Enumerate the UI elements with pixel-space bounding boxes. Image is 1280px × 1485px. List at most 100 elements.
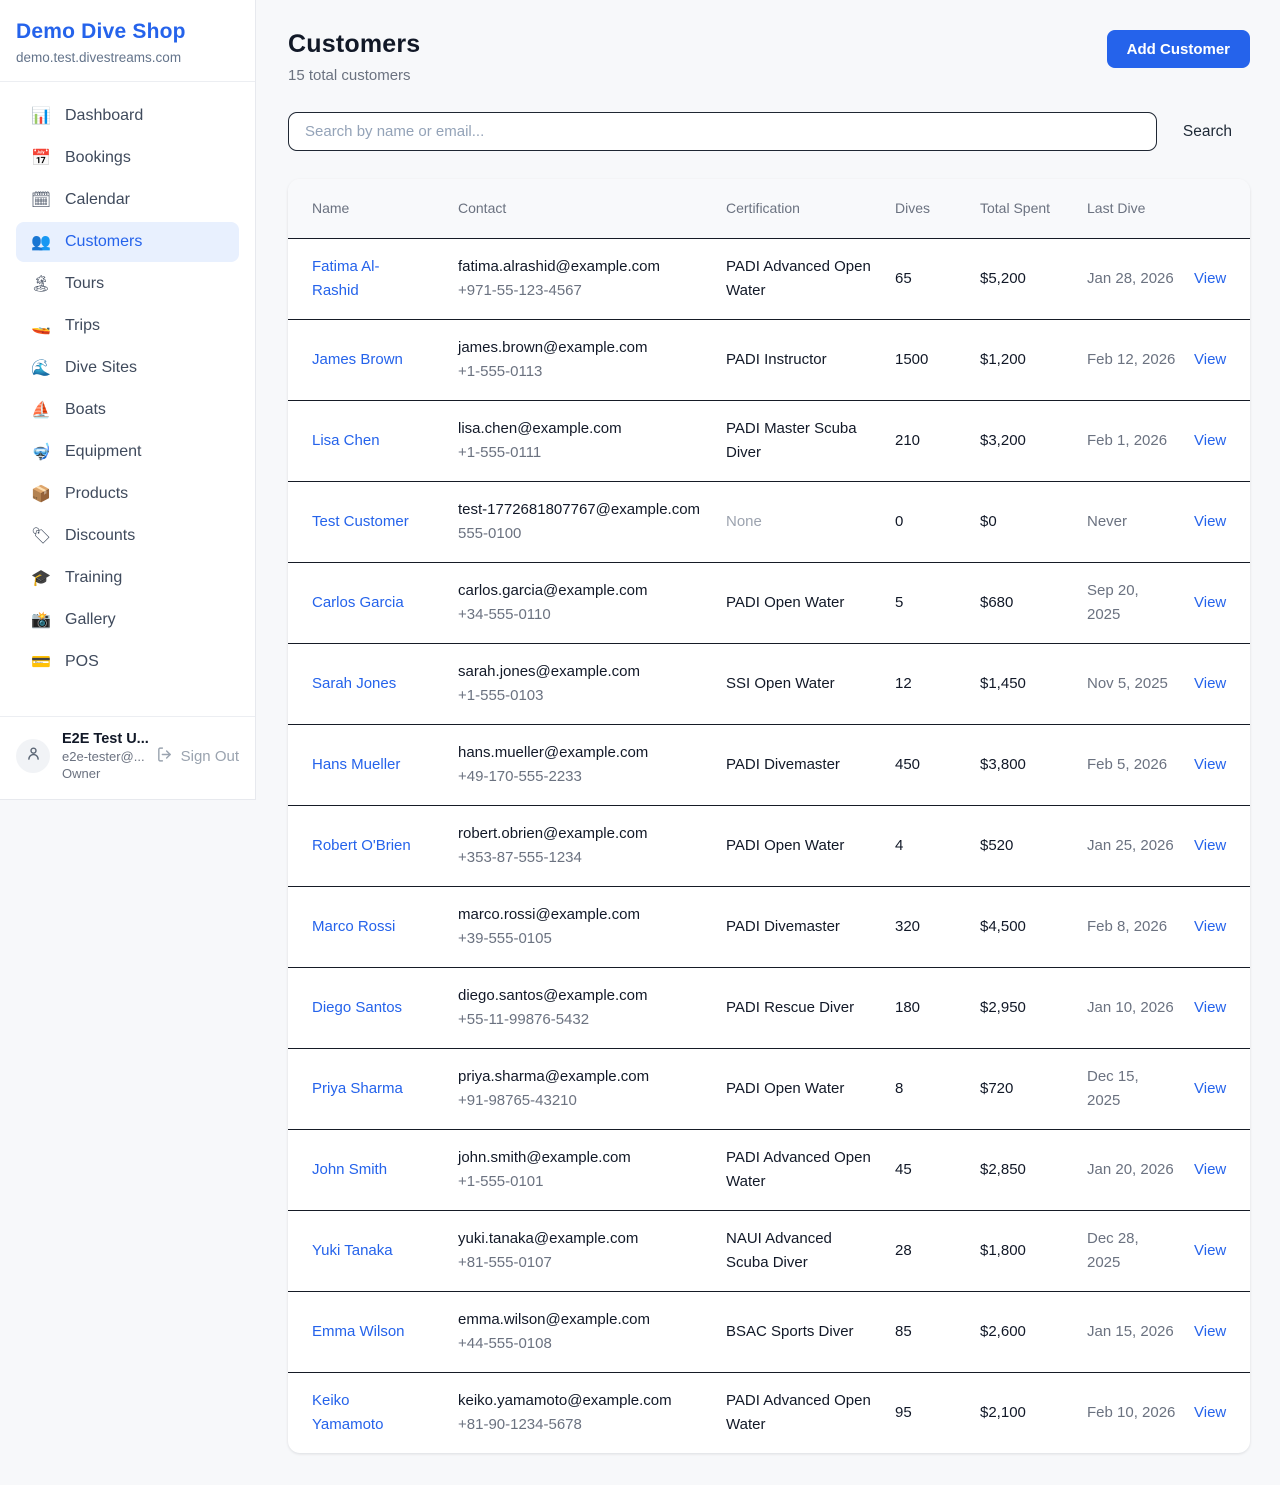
view-link[interactable]: View	[1194, 756, 1227, 773]
sidebar-item-training[interactable]: 🎓 Training	[16, 558, 239, 598]
customer-name-link[interactable]: John Smith	[312, 1161, 388, 1178]
main-content: Customers 15 total customers Add Custome…	[256, 0, 1280, 1453]
products-icon: 📦	[31, 486, 51, 503]
search-button[interactable]: Search	[1182, 122, 1232, 140]
dives-cell: 0	[895, 513, 904, 530]
sidebar-item-calendar[interactable]: 🗓 Calendar	[16, 180, 239, 220]
view-link[interactable]: View	[1194, 999, 1227, 1016]
table-row: Sarah Jones sarah.jones@example.com +1-5…	[288, 644, 1250, 725]
view-link[interactable]: View	[1194, 1323, 1227, 1340]
boats-label: Boats	[65, 401, 106, 418]
view-link[interactable]: View	[1194, 270, 1227, 287]
customer-phone: +91-98765-43210	[458, 1092, 577, 1109]
customer-name-link[interactable]: Sarah Jones	[312, 675, 397, 692]
certification-cell: PADI Advanced Open Water	[726, 1392, 871, 1433]
customer-phone: 555-0100	[458, 525, 522, 542]
avatar	[16, 739, 50, 773]
view-link[interactable]: View	[1194, 594, 1227, 611]
certification-cell: PADI Advanced Open Water	[726, 258, 871, 299]
sidebar-item-bookings[interactable]: 📅 Bookings	[16, 138, 239, 178]
customer-phone: +353-87-555-1234	[458, 849, 582, 866]
sidebar-item-dive-sites[interactable]: 🌊 Dive Sites	[16, 348, 239, 388]
view-link[interactable]: View	[1194, 1080, 1227, 1097]
total-spent-cell: $1,450	[980, 675, 1026, 692]
customer-name-link[interactable]: Fatima Al-Rashid	[312, 258, 380, 299]
table-row: Lisa Chen lisa.chen@example.com +1-555-0…	[288, 401, 1250, 482]
contact-cell: diego.santos@example.com +55-11-99876-54…	[458, 968, 726, 1048]
dives-cell: 65	[895, 270, 912, 287]
sign-out-button[interactable]: Sign Out	[156, 746, 239, 767]
customer-email: fatima.alrashid@example.com	[458, 258, 660, 275]
customer-phone: +39-555-0105	[458, 930, 552, 947]
view-link[interactable]: View	[1194, 1242, 1227, 1259]
gallery-label: Gallery	[65, 611, 116, 628]
dashboard-icon: 📊	[31, 108, 51, 125]
customer-phone: +81-555-0107	[458, 1254, 552, 1271]
table-row: Yuki Tanaka yuki.tanaka@example.com +81-…	[288, 1211, 1250, 1292]
dives-cell: 45	[895, 1161, 912, 1178]
table-row: Carlos Garcia carlos.garcia@example.com …	[288, 563, 1250, 644]
customer-name-link[interactable]: Priya Sharma	[312, 1080, 403, 1097]
sidebar-item-discounts[interactable]: 🏷 Discounts	[16, 516, 239, 556]
customer-name-link[interactable]: Keiko Yamamoto	[312, 1392, 384, 1433]
certification-cell: PADI Advanced Open Water	[726, 1149, 871, 1190]
add-customer-button[interactable]: Add Customer	[1106, 30, 1250, 68]
contact-cell: test-1772681807767@example.com 555-0100	[458, 482, 726, 562]
contact-cell: fatima.alrashid@example.com +971-55-123-…	[458, 239, 726, 319]
customer-name-link[interactable]: Diego Santos	[312, 999, 403, 1016]
sidebar-item-boats[interactable]: ⛵ Boats	[16, 390, 239, 430]
customer-phone: +55-11-99876-5432	[458, 1011, 590, 1028]
customer-email: hans.mueller@example.com	[458, 744, 649, 761]
table-row: James Brown james.brown@example.com +1-5…	[288, 320, 1250, 401]
last-dive-cell: Feb 5, 2026	[1087, 756, 1168, 773]
customer-name-link[interactable]: Yuki Tanaka	[312, 1242, 393, 1259]
customer-name-link[interactable]: Emma Wilson	[312, 1323, 405, 1340]
customer-name-link[interactable]: Hans Mueller	[312, 756, 401, 773]
sidebar-item-gallery[interactable]: 📸 Gallery	[16, 600, 239, 640]
sidebar-item-dashboard[interactable]: 📊 Dashboard	[16, 96, 239, 136]
customer-name-link[interactable]: James Brown	[312, 351, 403, 368]
customer-name-link[interactable]: Test Customer	[312, 513, 409, 530]
dives-cell: 28	[895, 1242, 912, 1259]
table-row: Emma Wilson emma.wilson@example.com +44-…	[288, 1292, 1250, 1373]
view-link[interactable]: View	[1194, 837, 1227, 854]
search-input[interactable]	[288, 112, 1157, 151]
dive-sites-icon: 🌊	[31, 360, 51, 377]
user-email: e2e-tester@...	[62, 749, 145, 764]
calendar-icon: 🗓	[30, 192, 52, 209]
sidebar-item-trips[interactable]: 🚤 Trips	[16, 306, 239, 346]
customer-phone: +1-555-0111	[458, 444, 542, 461]
dives-cell: 180	[895, 999, 921, 1016]
total-spent-cell: $520	[980, 837, 1014, 854]
sidebar-item-tours[interactable]: 🏝 Tours	[16, 264, 239, 304]
view-link[interactable]: View	[1194, 432, 1227, 449]
contact-cell: lisa.chen@example.com +1-555-0111	[458, 401, 726, 481]
contact-cell: yuki.tanaka@example.com +81-555-0107	[458, 1211, 726, 1291]
view-link[interactable]: View	[1194, 351, 1227, 368]
customer-name-link[interactable]: Marco Rossi	[312, 918, 396, 935]
view-link[interactable]: View	[1194, 1161, 1227, 1178]
column-header-certification: Certification	[726, 200, 800, 216]
sidebar-item-customers[interactable]: 👥 Customers	[16, 222, 239, 262]
view-link[interactable]: View	[1194, 513, 1227, 530]
last-dive-cell: Jan 20, 2026	[1087, 1161, 1174, 1178]
customer-email: test-1772681807767@example.com	[458, 501, 701, 518]
view-link[interactable]: View	[1194, 675, 1227, 692]
sidebar-item-pos[interactable]: 💳 POS	[16, 642, 239, 682]
sidebar-item-products[interactable]: 📦 Products	[16, 474, 239, 514]
customer-name-link[interactable]: Lisa Chen	[312, 432, 380, 449]
customer-name-link[interactable]: Carlos Garcia	[312, 594, 404, 611]
last-dive-cell: Jan 25, 2026	[1087, 837, 1174, 854]
customer-name-link[interactable]: Robert O'Brien	[312, 837, 411, 854]
view-link[interactable]: View	[1194, 1404, 1227, 1421]
table-header-row: Name Contact Certification Dives Total S…	[288, 179, 1250, 239]
certification-cell: None	[726, 513, 762, 530]
table-row: Fatima Al-Rashid fatima.alrashid@example…	[288, 239, 1250, 320]
column-header-actions	[1194, 201, 1250, 217]
dives-cell: 5	[895, 594, 904, 611]
view-link[interactable]: View	[1194, 918, 1227, 935]
total-spent-cell: $4,500	[980, 918, 1026, 935]
equipment-icon: 🤿	[31, 444, 51, 461]
contact-cell: john.smith@example.com +1-555-0101	[458, 1130, 726, 1210]
sidebar-item-equipment[interactable]: 🤿 Equipment	[16, 432, 239, 472]
